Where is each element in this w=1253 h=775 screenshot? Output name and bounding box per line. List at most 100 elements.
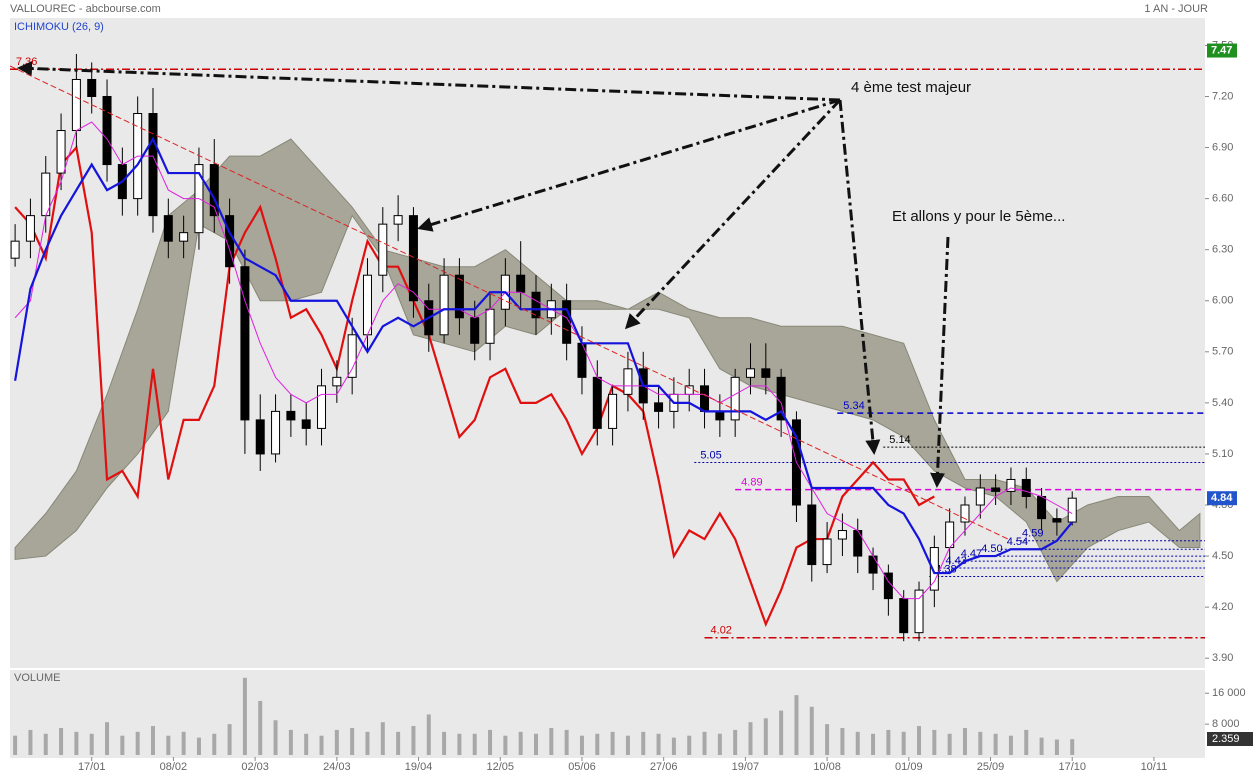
candle-body [271,410,281,455]
volume-bar [840,727,845,755]
volume-bar [242,677,247,755]
volume-tick-label: 16 000 [1212,687,1246,699]
candle-body [286,410,296,421]
candle-body [761,368,771,378]
volume-bar [105,722,110,755]
volume-bar [625,735,630,755]
volume-bar [13,735,18,755]
y-tick-label: 5.10 [1212,448,1233,460]
volume-bar [411,726,416,755]
y-tick-label: 4.20 [1212,601,1233,613]
level-label: 4.50 [981,543,1002,555]
volume-bar [518,731,523,755]
price-label: 4.84 [1211,492,1233,504]
volume-bar [166,735,171,755]
volume-bar [488,729,493,755]
volume-bar [702,731,707,755]
volume-bar [610,731,615,755]
candle-body [1006,478,1016,492]
x-tick-label: 25/09 [977,761,1005,773]
price-label-box [1207,43,1237,58]
volume-tick-label: 8 000 [1212,718,1240,730]
x-tick-label: 10/08 [813,761,841,773]
volume-bar [89,733,94,755]
volume-bar [932,729,937,755]
candle-body [730,376,740,421]
arrow [417,98,841,232]
x-tick-label: 05/06 [568,761,596,773]
candle-body [454,274,464,319]
trend-line [9,65,1011,541]
volume-bar [1070,739,1075,755]
volume-bar [595,733,600,755]
y-tick-label: 7.20 [1212,90,1233,102]
volume-bar [396,731,401,755]
x-tick-label: 01/09 [895,761,923,773]
candle-body [408,215,418,302]
volume-bar [947,733,952,755]
y-tick-label: 3.90 [1212,652,1233,664]
candle-body [837,530,847,540]
volume-bar [1008,735,1013,755]
volume-bar [779,710,784,755]
x-tick-label: 17/10 [1058,761,1086,773]
arrow [624,98,842,330]
x-tick-label: 02/03 [241,761,269,773]
volume-bar [28,729,33,755]
candle-body [71,78,81,132]
candle-body [960,504,970,523]
candle-body [700,385,710,412]
volume-bar [871,733,876,755]
candle-body [991,487,1001,492]
candle-body [592,376,602,429]
annotation-layer: 4 ème test majeur Et allons y pour le 5è… [9,60,1065,541]
candle-body [179,232,189,242]
volume-bar [74,731,79,755]
candle-body [378,223,388,276]
volume-bar [1054,739,1059,755]
candle-body [332,376,342,387]
volume-bar [549,727,554,755]
volume-bar [763,718,768,755]
ichimoku-cloud [14,138,1201,583]
volume-bar [1024,729,1029,755]
y-tick-label: 5.40 [1212,397,1233,409]
volume-bar [350,727,355,755]
volume-bar [962,727,967,755]
x-tick-label: 24/03 [323,761,351,773]
candle-body [516,274,526,293]
volume-bar [917,726,922,755]
candle-body [608,393,618,429]
volume-bar [227,724,232,755]
level-label: 4.59 [1022,528,1043,540]
candle-body [654,402,664,412]
candle-body [485,308,495,344]
candle-body [362,274,372,336]
volume-bar [886,729,891,755]
candle-body [301,419,311,429]
volume-bar [717,733,722,755]
volume-bar [334,729,339,755]
x-tick-label: 12/05 [486,761,514,773]
candle-body [531,291,541,319]
candle-body [807,504,817,566]
volume-bar [579,735,584,755]
candle-body [255,419,265,455]
volume-bar [656,733,661,755]
price-label: 7.47 [1211,44,1232,56]
candle-body [822,538,832,566]
volume-bar [135,731,140,755]
volume-bar [365,731,370,755]
level-label: 4.02 [711,625,732,637]
y-tick-label: 5.70 [1212,346,1233,358]
volume-bar [442,731,447,755]
price-label-box [1207,491,1237,506]
volume-bar [426,714,431,755]
volume-bar [733,729,738,755]
candle-body [914,589,924,634]
candle-body [25,215,35,242]
annotation: Et allons y pour le 5ème... [892,208,1065,225]
candle-body [715,410,725,421]
x-tick-label: 08/02 [160,761,188,773]
indicator-label: ICHIMOKU (26, 9) [14,21,104,33]
